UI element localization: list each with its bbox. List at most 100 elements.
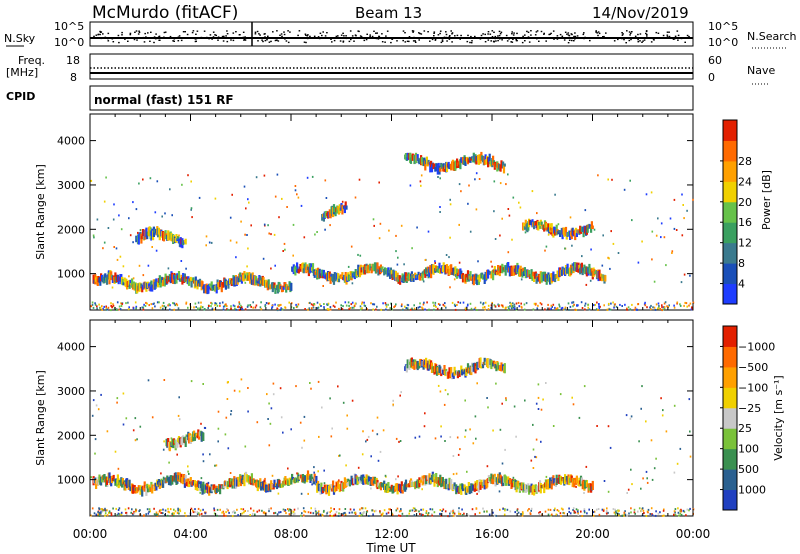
echo-cell xyxy=(626,307,628,310)
echo-cell xyxy=(101,305,103,308)
echo-cell xyxy=(442,508,445,511)
echo-cell xyxy=(555,274,558,279)
echo-cell xyxy=(243,185,246,188)
echo-cell xyxy=(117,512,120,515)
echo-cell xyxy=(680,281,683,284)
echo-cell xyxy=(450,479,453,490)
echo-cell xyxy=(439,303,441,306)
echo-cell xyxy=(223,514,225,517)
echo-cell xyxy=(499,182,502,185)
colorbar-swatch xyxy=(723,160,737,182)
echo-cell xyxy=(663,307,666,310)
echo-cell xyxy=(364,305,367,307)
echo-cell xyxy=(343,205,346,214)
echo-cell xyxy=(323,303,325,305)
echo-cell xyxy=(171,512,173,515)
echo-cell xyxy=(180,260,183,262)
echo-cell xyxy=(409,308,412,311)
echo-cell xyxy=(371,509,373,512)
echo-cell xyxy=(437,267,440,273)
echo-cell xyxy=(434,166,437,172)
echo-cell xyxy=(106,509,108,512)
echo-cell xyxy=(449,286,451,289)
echo-cell xyxy=(475,172,478,175)
echo-cell xyxy=(347,265,350,268)
echo-cell xyxy=(423,425,426,428)
echo-cell xyxy=(644,301,646,304)
echo-cell xyxy=(688,509,690,512)
echo-cell xyxy=(494,305,497,308)
echo-cell xyxy=(341,514,344,517)
echo-cell xyxy=(376,433,379,436)
echo-cell xyxy=(289,508,291,511)
echo-cell xyxy=(458,183,461,186)
echo-cell xyxy=(519,482,521,485)
echo-cell xyxy=(422,303,425,306)
echo-cell xyxy=(594,303,597,306)
echo-cell xyxy=(232,479,235,486)
echo-cell xyxy=(661,414,664,417)
echo-cell xyxy=(241,308,244,310)
echo-cell xyxy=(624,513,627,516)
echo-cell xyxy=(108,510,111,513)
echo-cell xyxy=(318,435,320,438)
echo-cell xyxy=(158,301,160,304)
echo-cell xyxy=(108,511,111,514)
echo-cell xyxy=(676,462,679,465)
echo-cell xyxy=(372,513,374,516)
echo-cell xyxy=(247,304,249,307)
echo-cell xyxy=(413,304,415,307)
echo-cell xyxy=(427,230,430,233)
echo-cell xyxy=(324,272,327,276)
echo-cell xyxy=(524,272,527,279)
echo-cell xyxy=(185,301,188,304)
echo-cell xyxy=(310,307,313,310)
echo-cell xyxy=(106,514,109,517)
echo-cell xyxy=(641,240,643,243)
echo-cell xyxy=(419,305,421,308)
echo-cell xyxy=(173,308,175,311)
echo-cell xyxy=(339,454,341,457)
colorbar-tick-label: 24 xyxy=(738,175,752,188)
echo-cell xyxy=(273,233,276,236)
echo-cell xyxy=(117,467,120,470)
echo-cell xyxy=(612,508,615,511)
echo-cell xyxy=(98,507,101,510)
echo-cell xyxy=(635,308,638,311)
echo-cell xyxy=(193,306,195,309)
echo-cell xyxy=(344,301,347,304)
echo-cell xyxy=(167,267,170,270)
echo-cell xyxy=(94,302,96,305)
echo-cell xyxy=(162,476,165,479)
echo-cell xyxy=(607,256,609,259)
echo-cell xyxy=(409,157,413,164)
echo-cell xyxy=(200,477,203,480)
echo-cell xyxy=(452,455,455,457)
echo-cell xyxy=(495,514,497,517)
echo-cell xyxy=(388,488,390,490)
echo-cell xyxy=(531,190,534,193)
echo-cell xyxy=(498,305,500,308)
echo-cell xyxy=(202,383,204,385)
echo-cell xyxy=(456,304,458,306)
echo-cell xyxy=(233,510,235,513)
echo-cell xyxy=(469,230,472,233)
echo-cell xyxy=(508,307,510,310)
echo-cell xyxy=(428,308,430,311)
echo-cell xyxy=(297,303,300,306)
echo-cell xyxy=(630,507,632,510)
echo-cell xyxy=(661,304,663,307)
echo-cell xyxy=(190,280,193,288)
echo-cell xyxy=(249,304,252,307)
echo-cell xyxy=(221,301,224,304)
echo-cell xyxy=(522,512,524,515)
echo-cell xyxy=(596,425,598,427)
echo-cell xyxy=(545,475,548,478)
echo-cell xyxy=(441,510,443,513)
echo-cell xyxy=(357,466,360,469)
echo-cell xyxy=(494,514,496,517)
echo-cell xyxy=(444,440,446,442)
echo-cell xyxy=(151,284,154,292)
